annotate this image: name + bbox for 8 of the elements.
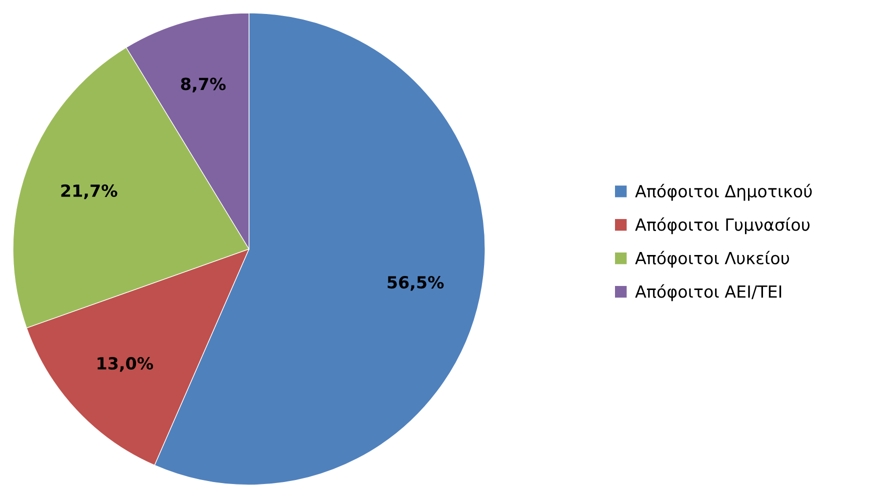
legend-label: Απόφοιτοι Λυκείου	[635, 250, 790, 268]
data-label: 13,0%	[98, 357, 154, 372]
legend-label: Απόφοιτοι Γυμνασίου	[635, 217, 810, 234]
legend-label: Απόφοιτοι Δημοτικού	[635, 184, 812, 201]
data-label: 56,5%	[388, 276, 444, 291]
legend-label: Απόφοιτοι ΑΕΙ/ΤΕΙ	[635, 284, 782, 302]
data-label: 8,7%	[180, 78, 226, 92]
data-label: 21,7%	[61, 184, 118, 200]
